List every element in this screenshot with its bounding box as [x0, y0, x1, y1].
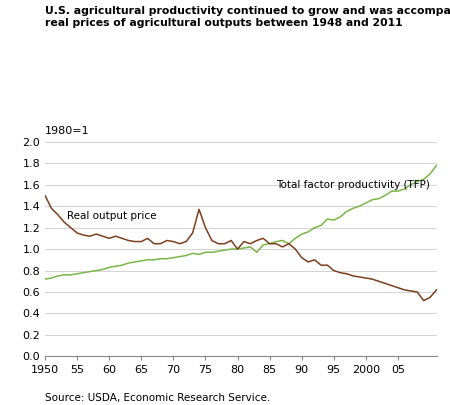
Text: Real output price: Real output price	[68, 211, 157, 221]
Text: U.S. agricultural productivity continued to grow and was accompanied by a declin: U.S. agricultural productivity continued…	[45, 6, 450, 28]
Text: Total factor productivity (TFP): Total factor productivity (TFP)	[276, 180, 430, 190]
Text: 1980=1: 1980=1	[45, 126, 90, 136]
Text: Source: USDA, Economic Research Service.: Source: USDA, Economic Research Service.	[45, 393, 270, 403]
